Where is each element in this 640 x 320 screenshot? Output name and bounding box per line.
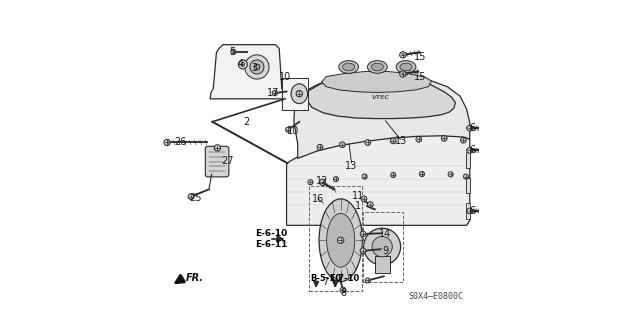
Polygon shape — [321, 71, 431, 92]
Text: E-7-10: E-7-10 — [330, 274, 360, 283]
Circle shape — [365, 140, 371, 145]
Circle shape — [365, 278, 371, 283]
Circle shape — [317, 144, 323, 150]
Circle shape — [285, 127, 291, 132]
Text: 6: 6 — [469, 146, 476, 156]
Text: 12: 12 — [316, 176, 329, 186]
Circle shape — [245, 55, 269, 79]
Ellipse shape — [367, 60, 387, 73]
Circle shape — [362, 174, 367, 179]
Text: FR.: FR. — [186, 273, 204, 283]
Ellipse shape — [400, 63, 412, 71]
Circle shape — [390, 138, 396, 144]
Bar — [309, 186, 362, 291]
Polygon shape — [307, 75, 456, 119]
Text: 10: 10 — [287, 126, 299, 136]
Text: 25: 25 — [189, 193, 202, 203]
Text: 16: 16 — [312, 194, 324, 204]
Circle shape — [231, 49, 236, 54]
Circle shape — [164, 139, 170, 146]
Circle shape — [399, 52, 406, 58]
Bar — [282, 78, 308, 110]
Circle shape — [467, 125, 472, 131]
Text: 13: 13 — [345, 161, 357, 172]
Circle shape — [272, 91, 277, 96]
Ellipse shape — [342, 63, 355, 71]
Circle shape — [241, 62, 245, 66]
Circle shape — [467, 148, 472, 153]
Polygon shape — [294, 75, 470, 158]
Circle shape — [337, 237, 344, 244]
Circle shape — [467, 208, 472, 214]
Circle shape — [360, 231, 366, 237]
Circle shape — [419, 172, 424, 177]
Circle shape — [308, 180, 313, 185]
Circle shape — [360, 248, 366, 254]
Polygon shape — [287, 134, 470, 225]
Circle shape — [214, 145, 221, 151]
Circle shape — [319, 179, 326, 186]
Bar — [466, 152, 470, 168]
Text: 14: 14 — [379, 229, 392, 239]
Text: E-6-11: E-6-11 — [255, 240, 287, 249]
Circle shape — [333, 177, 339, 182]
Ellipse shape — [339, 60, 358, 73]
Circle shape — [372, 236, 392, 257]
Bar — [466, 178, 470, 194]
Text: 3: 3 — [252, 63, 258, 73]
Text: 9: 9 — [382, 246, 388, 256]
Circle shape — [250, 60, 264, 74]
Text: 4: 4 — [238, 60, 244, 69]
Circle shape — [364, 228, 401, 265]
Bar — [363, 212, 403, 282]
Text: 1: 1 — [355, 201, 362, 211]
Ellipse shape — [291, 84, 308, 104]
Text: S0X4–E0800C: S0X4–E0800C — [408, 292, 463, 301]
Text: 8: 8 — [341, 288, 347, 298]
Circle shape — [391, 172, 396, 178]
Circle shape — [416, 136, 422, 142]
Circle shape — [339, 142, 345, 148]
Text: 13: 13 — [395, 136, 408, 146]
Text: E-6-10: E-6-10 — [255, 229, 287, 238]
Circle shape — [188, 194, 194, 199]
Circle shape — [463, 174, 468, 179]
Text: 15: 15 — [414, 52, 426, 62]
Circle shape — [340, 287, 346, 293]
Circle shape — [296, 91, 303, 97]
Ellipse shape — [396, 60, 416, 73]
Text: 10: 10 — [279, 72, 291, 82]
Circle shape — [448, 172, 453, 177]
Text: 15: 15 — [414, 72, 426, 82]
FancyBboxPatch shape — [205, 146, 229, 177]
Circle shape — [239, 60, 247, 69]
Circle shape — [254, 64, 260, 70]
Text: 27: 27 — [221, 156, 234, 166]
Polygon shape — [210, 45, 285, 99]
Circle shape — [399, 71, 406, 77]
Text: 2: 2 — [244, 117, 250, 127]
Text: 5: 5 — [229, 47, 236, 57]
Ellipse shape — [319, 199, 362, 282]
Text: 11: 11 — [351, 191, 364, 201]
Text: VTEC: VTEC — [372, 95, 390, 100]
Bar — [375, 256, 390, 273]
Ellipse shape — [371, 63, 383, 71]
Text: B-5-10: B-5-10 — [310, 274, 341, 283]
Text: 6: 6 — [469, 206, 476, 216]
Text: 17: 17 — [267, 88, 279, 98]
Ellipse shape — [326, 213, 355, 267]
Text: 7: 7 — [323, 277, 329, 287]
Circle shape — [361, 196, 367, 202]
Text: 26: 26 — [174, 138, 187, 148]
Circle shape — [442, 135, 447, 141]
Circle shape — [461, 137, 467, 143]
Circle shape — [367, 202, 373, 207]
Text: 6: 6 — [469, 123, 476, 133]
Bar — [466, 203, 470, 219]
